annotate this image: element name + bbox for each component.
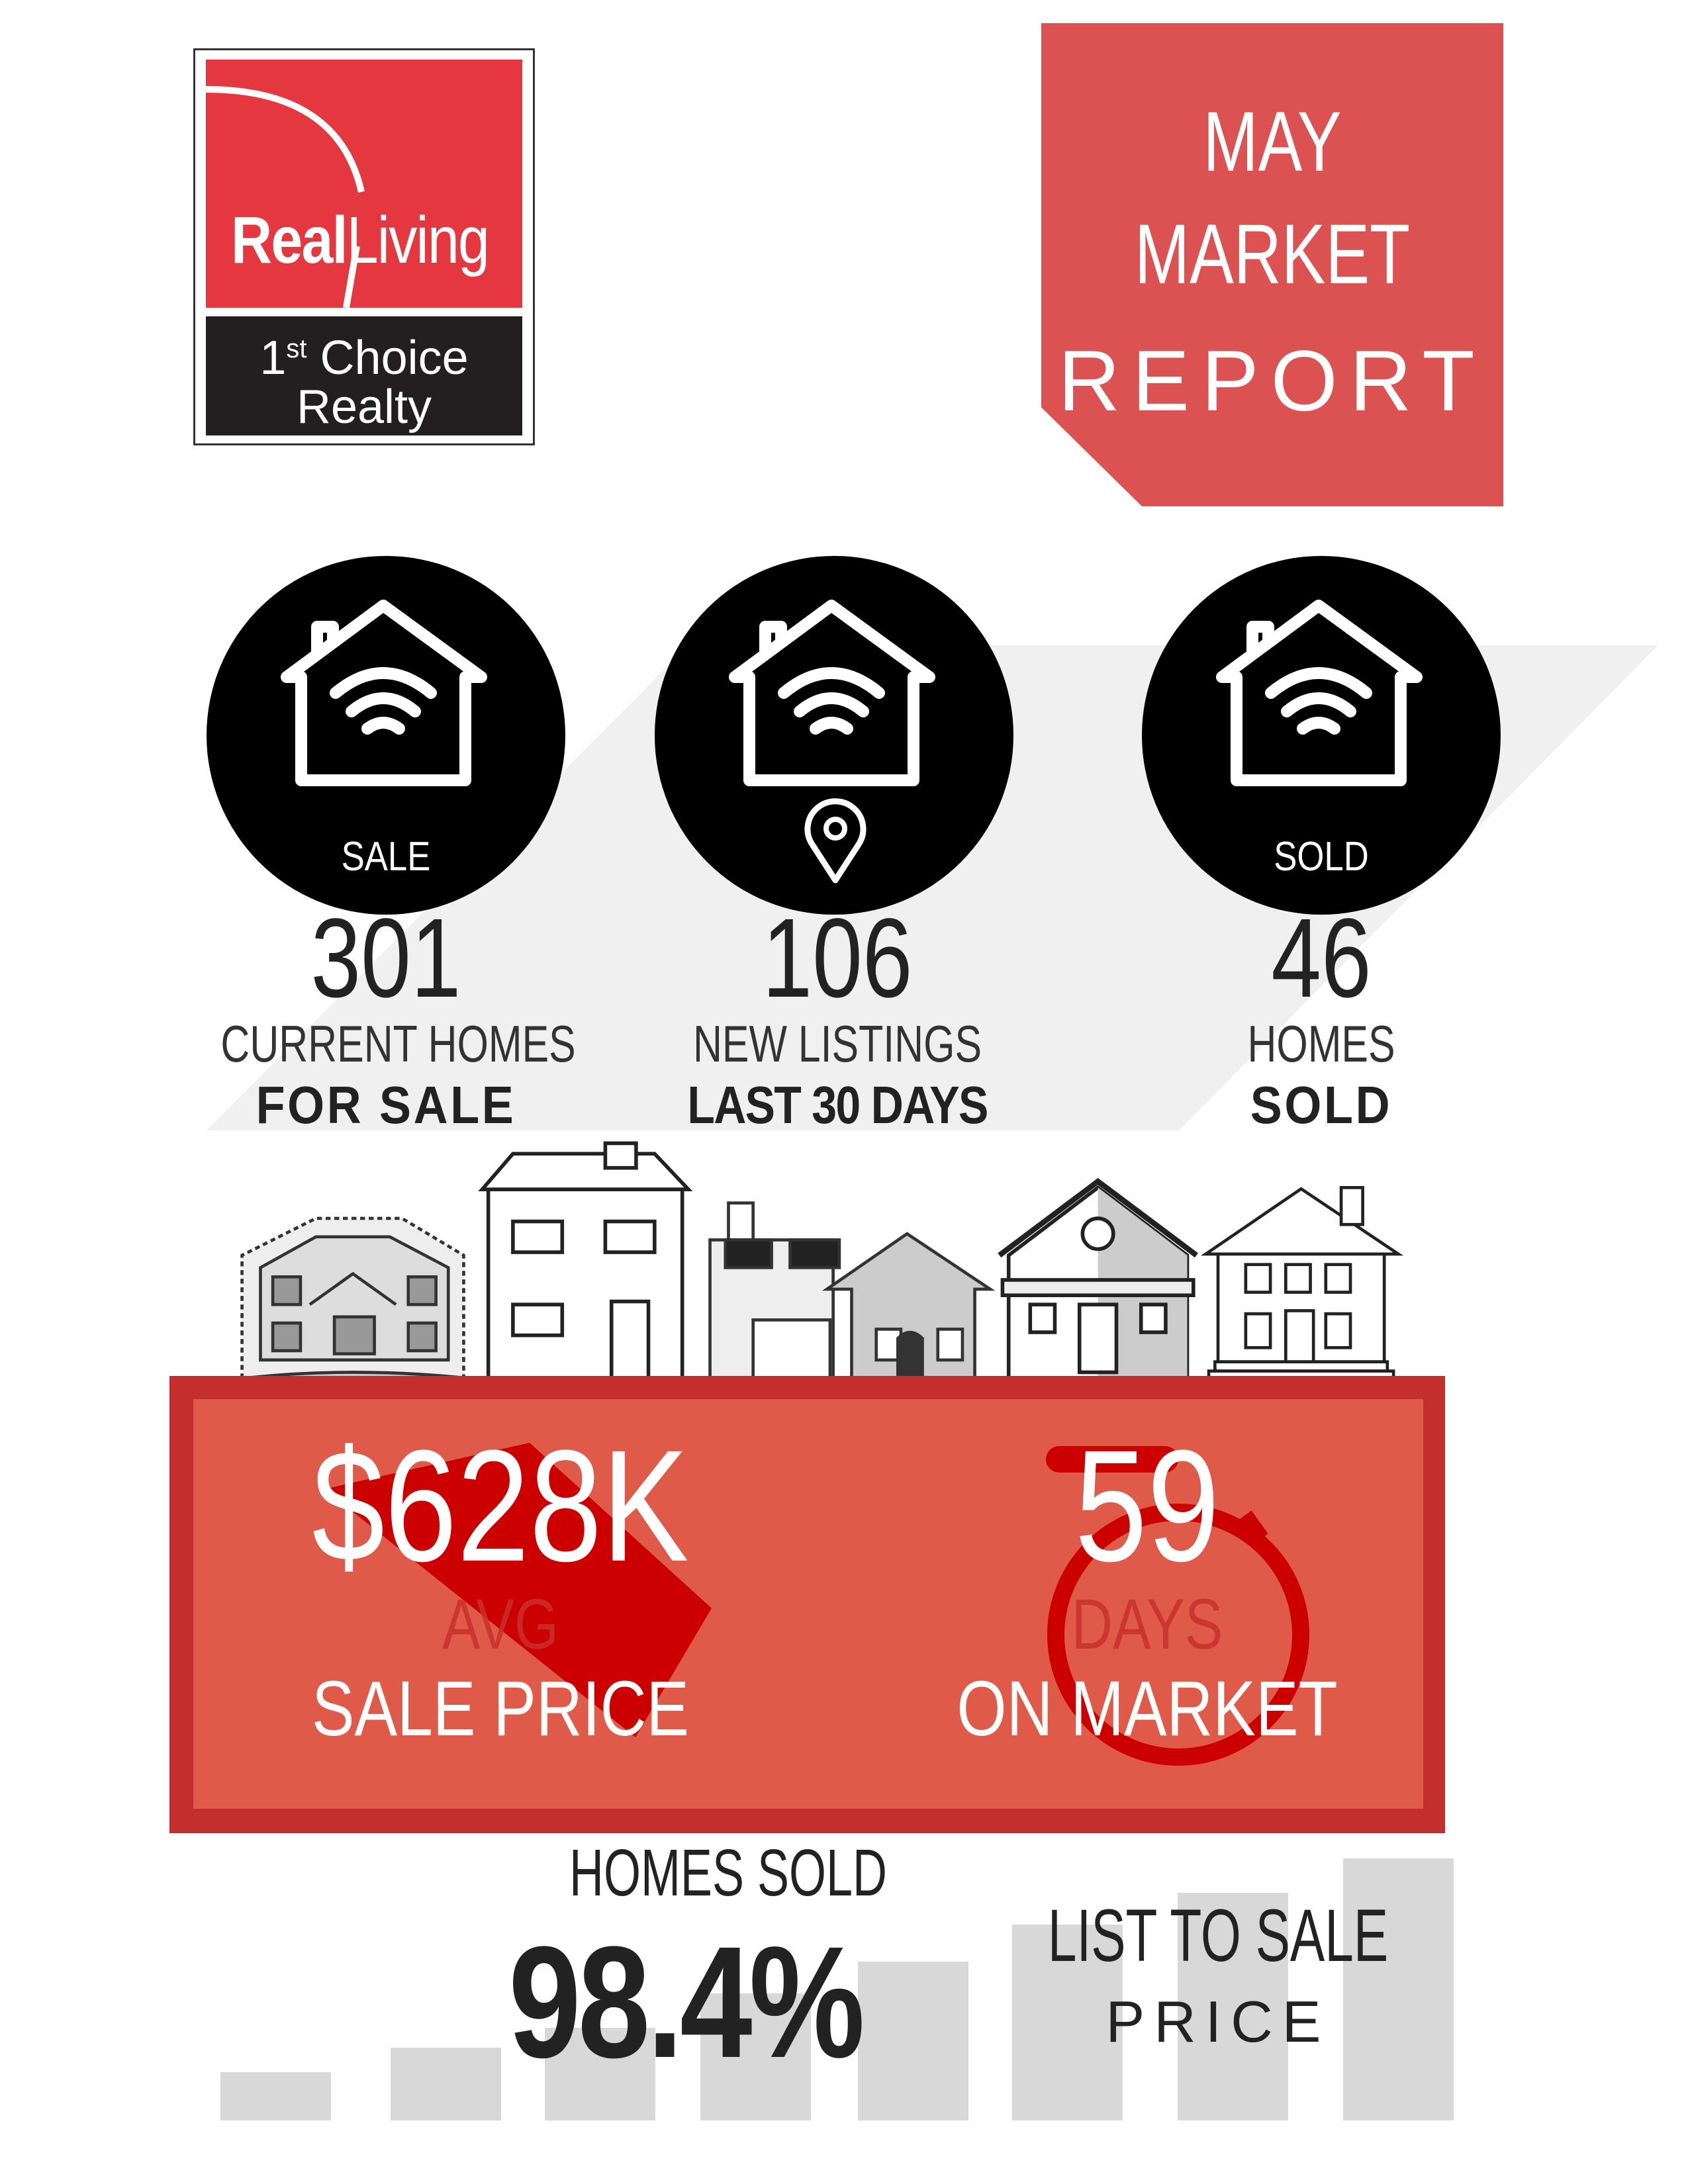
sold-badge: SOLD (1274, 834, 1369, 880)
house-gable-icon (998, 1177, 1200, 1384)
company-logo: RealLiving 1st Choice Realty (193, 48, 535, 445)
decor-bar (545, 2028, 655, 2120)
report-market: MARKET (1134, 207, 1411, 302)
logo-sup: st (286, 334, 307, 363)
current-homes-value: 301 (310, 895, 461, 1021)
days-on-market-value: 59 (1074, 1417, 1220, 1594)
logo-black-panel: 1st Choice Realty (206, 316, 522, 435)
report-month: MAY (1203, 95, 1342, 189)
logo-brand-bold: Real (231, 203, 348, 277)
logo-choice: Choice (320, 332, 469, 385)
home-wifi-icon (728, 597, 940, 790)
house-mansion-icon (240, 1216, 472, 1392)
logo-realty: Realty (296, 381, 432, 433)
logo-arc (206, 86, 365, 308)
sale-price-label: SALE PRICE (311, 1665, 690, 1752)
days-label: DAYS (1071, 1584, 1223, 1664)
price-days-inner (193, 1399, 1423, 1809)
logo-brand-light: Living (346, 203, 490, 277)
houses-illustration (240, 1141, 1404, 1392)
for-sale-label: FOR SALE (256, 1075, 516, 1134)
homes-sold-value: 46 (1271, 895, 1372, 1021)
current-homes-label: CURRENT HOMES (220, 1015, 576, 1073)
homes-sold-title: HOMES SOLD (569, 1836, 888, 1910)
last-30-days-label: LAST 30 DAYS (687, 1075, 988, 1134)
decor-bar (220, 2072, 331, 2120)
new-listings-label: NEW LISTINGS (692, 1015, 982, 1073)
homes-label: HOMES (1247, 1015, 1395, 1073)
report-title-banner: MAY MARKET REPORT (1041, 23, 1503, 506)
avg-sale-price-value: $628K (312, 1417, 689, 1594)
decor-bar (391, 2048, 501, 2120)
sale-badge: SALE (341, 834, 431, 880)
decor-bar (858, 1962, 968, 2120)
decor-bar (700, 1993, 811, 2120)
logo-num: 1 (259, 332, 287, 385)
on-market-label: ON MARKET (957, 1665, 1338, 1752)
list-to-sale-label: LIST TO SALE (1047, 1894, 1389, 1977)
decor-bar (1178, 1893, 1288, 2120)
report-report: REPORT (1058, 332, 1487, 429)
home-wifi-icon (1215, 597, 1427, 790)
new-listings-circle (655, 556, 1013, 915)
decor-bar (1343, 1858, 1454, 2120)
decorations (324, 1443, 1309, 1766)
location-pin-icon (804, 798, 867, 884)
logo-red-panel: RealLiving (206, 60, 522, 308)
new-listings-value: 106 (762, 895, 913, 1021)
avg-label: AVG (442, 1584, 559, 1664)
sold-circle: SOLD (1142, 556, 1501, 915)
for-sale-circle: SALE (207, 556, 565, 915)
price-label: PRICE (1105, 1989, 1331, 2054)
list-to-sale-ratio-value: 98.4% (508, 1913, 865, 2091)
house-colonial-icon (1200, 1186, 1404, 1391)
logo-brand: RealLiving (231, 203, 490, 277)
home-wifi-icon (280, 597, 492, 790)
stopwatch-icon (1046, 1446, 1309, 1766)
house-two-story-icon (478, 1141, 693, 1383)
house-solar-icon (708, 1201, 996, 1383)
price-tag-icon (324, 1443, 712, 1737)
sold-label: SOLD (1250, 1075, 1393, 1134)
decor-bar (1012, 1925, 1123, 2120)
